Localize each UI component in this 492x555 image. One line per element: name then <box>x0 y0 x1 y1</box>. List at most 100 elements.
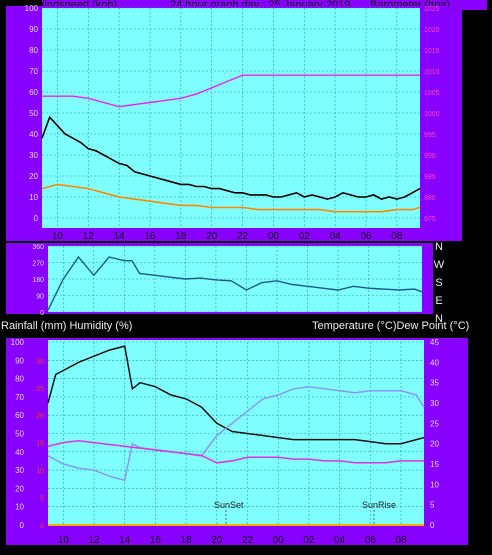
temp-y-tick-label: 15 <box>430 460 439 469</box>
humidity-y-tick-label: 60 <box>15 411 24 420</box>
temp-x-tick-label: 20 <box>211 535 223 546</box>
temp-y-tick-label: 30 <box>430 399 439 408</box>
humidity-y-tick-label: 90 <box>15 356 24 365</box>
series-line-direction <box>47 255 423 311</box>
wind-y-tick-label: 100 <box>25 4 39 13</box>
baro-y-tick-label: 980 <box>424 195 436 202</box>
wind-x-tick-label: 10 <box>52 231 64 242</box>
windspeed-axis-title: Windspeed (kph) <box>34 0 118 11</box>
direction-y-tick-label: 90 <box>36 294 44 301</box>
humidity-y-tick-label: 100 <box>11 338 25 347</box>
chart-title: 24 hour graph day : 25 January 2019 <box>170 0 351 11</box>
series-line-gust <box>41 183 421 213</box>
temp-x-tick-label: 06 <box>365 535 377 546</box>
humidity-y-tick-label: 70 <box>15 393 24 402</box>
compass-label: N <box>435 241 443 253</box>
rain-y-tick-label: 0 <box>40 523 44 530</box>
baro-y-tick-label: 1000 <box>424 111 440 118</box>
baro-y-tick-label: 975 <box>424 216 436 223</box>
wind-y-tick-label: 30 <box>29 151 38 160</box>
wind-left-ticks: 0 10 20 30 40 50 60 70 80 90 100 <box>25 4 39 223</box>
rain-y-tick-label: 30 <box>36 358 44 365</box>
temp-y-tick-label: 0 <box>430 521 435 530</box>
baro-y-tick-label: 1020 <box>424 27 440 34</box>
temp-x-tick-label: 14 <box>119 535 131 546</box>
humidity-y-tick-label: 40 <box>15 448 24 457</box>
compass-label: E <box>435 295 442 307</box>
series-line-temperature <box>47 345 425 445</box>
temp-y-tick-label: 5 <box>430 501 435 510</box>
wind-y-tick-label: 0 <box>34 214 39 223</box>
temp-x-tick-label: 18 <box>181 535 193 546</box>
humidity-y-tick-label: 0 <box>20 521 25 530</box>
direction-series <box>47 255 423 311</box>
wind-y-tick-label: 60 <box>29 88 38 97</box>
temp-right-ticks: 0 5 10 15 20 25 30 35 40 45 <box>430 338 439 530</box>
humidity-y-tick-label: 80 <box>15 375 24 384</box>
temp-x-tick-label: 10 <box>58 535 70 546</box>
temperature-axis-title: Temperature (°C)Dew Point (°C) <box>312 320 470 332</box>
wind-y-tick-label: 10 <box>29 193 38 202</box>
wind-x-tick-label: 14 <box>114 231 126 242</box>
wind-y-tick-label: 50 <box>29 109 38 118</box>
wind-x-tick-label: 04 <box>330 231 342 242</box>
compass-label: N <box>435 313 443 325</box>
temp-x-tick-label: 04 <box>334 535 346 546</box>
humidity-y-tick-label: 30 <box>15 466 24 475</box>
humidity-y-tick-label: 10 <box>15 503 24 512</box>
temp-y-tick-label: 10 <box>430 480 439 489</box>
baro-y-tick-label: 1025 <box>424 6 440 13</box>
baro-y-tick-label: 1005 <box>424 90 440 97</box>
direction-left-ticks: 0 90 180 270 360 <box>32 244 44 317</box>
rain-y-tick-label: 25 <box>36 386 44 393</box>
wind-x-tick-label: 22 <box>237 231 249 242</box>
direction-y-tick-label: 180 <box>32 277 44 284</box>
rain-y-tick-label: 20 <box>36 413 44 420</box>
temp-x-tick-label: 12 <box>88 535 100 546</box>
compass-label: W <box>434 259 445 271</box>
baro-right-ticks: 975 980 985 990 995 1000 1005 1010 1015 1020 1025 <box>424 6 440 223</box>
temp-y-tick-label: 20 <box>430 440 439 449</box>
temp-series <box>47 345 425 526</box>
temp-grid <box>48 341 424 526</box>
wind-y-tick-label: 80 <box>29 46 38 55</box>
baro-y-tick-label: 990 <box>424 153 436 160</box>
wind-y-tick-label: 70 <box>29 67 38 76</box>
baro-y-tick-label: 1010 <box>424 69 440 76</box>
temp-x-tick-label: 00 <box>273 535 285 546</box>
temp-y-tick-label: 45 <box>430 338 439 347</box>
series-line-windspeed <box>41 115 421 200</box>
wind-x-ticks: 10 12 14 16 18 20 22 00 02 04 06 08 <box>52 231 403 242</box>
wind-y-tick-label: 90 <box>29 25 38 34</box>
sunrise-label: SunRise <box>362 500 396 510</box>
rain-humidity-axis-title: Rainfall (mm) Humidity (%) <box>1 320 133 332</box>
wind-x-tick-label: 12 <box>83 231 95 242</box>
series-line-dew-point <box>47 385 425 482</box>
baro-y-tick-label: 1015 <box>424 48 440 55</box>
wind-grid <box>42 7 420 228</box>
temp-y-tick-label: 35 <box>430 379 439 388</box>
wind-x-tick-label: 20 <box>206 231 218 242</box>
barometer-axis-title: Barometer (hpa) <box>370 0 451 11</box>
wind-x-tick-label: 16 <box>144 231 156 242</box>
baro-y-tick-label: 995 <box>424 132 436 139</box>
humidity-y-tick-label: 50 <box>15 430 24 439</box>
series-line-humidity <box>47 440 424 464</box>
wind-x-tick-label: 06 <box>360 231 372 242</box>
wind-y-tick-label: 40 <box>29 130 38 139</box>
wind-x-tick-label: 02 <box>299 231 311 242</box>
direction-y-tick-label: 270 <box>32 261 44 268</box>
temp-y-tick-label: 25 <box>430 419 439 428</box>
rain-left-ticks: 0 5 10 15 20 25 30 <box>36 358 44 530</box>
compass-label: S <box>435 277 442 289</box>
temp-y-tick-label: 40 <box>430 358 439 367</box>
wind-series <box>41 74 421 213</box>
temp-x-tick-label: 22 <box>242 535 254 546</box>
temp-x-tick-label: 08 <box>395 535 407 546</box>
sunset-label: SunSet <box>214 500 244 510</box>
baro-y-tick-label: 985 <box>424 174 436 181</box>
wind-plot-area <box>42 8 420 228</box>
temp-x-ticks: 10 12 14 16 18 20 22 00 02 04 06 08 <box>58 535 407 546</box>
